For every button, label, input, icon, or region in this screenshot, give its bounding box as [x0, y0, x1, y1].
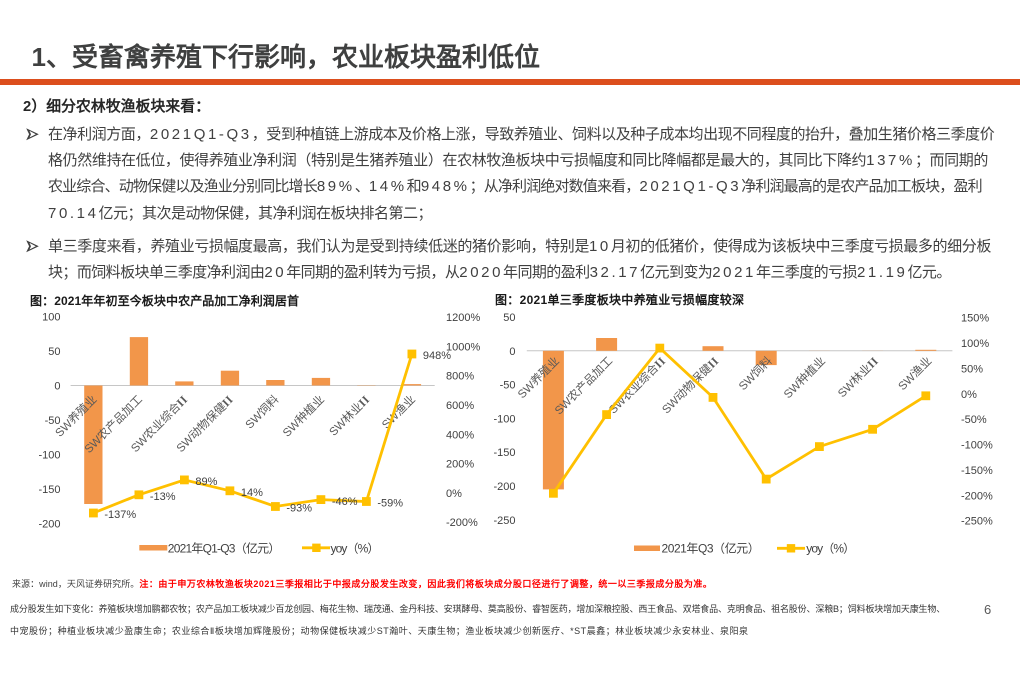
- svg-text:-250%: -250%: [961, 516, 993, 528]
- svg-text:400%: 400%: [446, 429, 474, 441]
- svg-text:50: 50: [48, 346, 60, 358]
- svg-text:-100%: -100%: [961, 440, 993, 452]
- svg-text:600%: 600%: [446, 400, 474, 412]
- svg-text:SW林业II: SW林业II: [835, 354, 881, 400]
- svg-text:89%: 89%: [195, 476, 217, 488]
- svg-text:-13%: -13%: [150, 491, 176, 503]
- svg-text:-200%: -200%: [961, 490, 993, 502]
- svg-text:SW种植业: SW种植业: [280, 392, 327, 439]
- svg-text:0%: 0%: [446, 488, 462, 500]
- svg-text:0: 0: [54, 381, 60, 393]
- svg-text:0: 0: [509, 346, 515, 358]
- svg-text:100: 100: [42, 312, 60, 324]
- svg-text:SW林业II: SW林业II: [326, 392, 372, 438]
- svg-text:150%: 150%: [961, 313, 989, 325]
- svg-text:14%: 14%: [241, 487, 263, 499]
- svg-text:1000%: 1000%: [446, 341, 480, 353]
- svg-text:200%: 200%: [446, 459, 474, 471]
- svg-text:-100: -100: [493, 413, 515, 425]
- svg-text:yoy（%）: yoy（%）: [331, 542, 379, 556]
- svg-text:-59%: -59%: [377, 498, 403, 510]
- svg-text:-100: -100: [38, 450, 60, 462]
- svg-text:SW动物保健II: SW动物保健II: [659, 354, 722, 417]
- svg-text:800%: 800%: [446, 371, 474, 383]
- svg-text:-50: -50: [500, 380, 516, 392]
- svg-text:948%: 948%: [423, 350, 451, 362]
- svg-text:-150: -150: [493, 447, 515, 459]
- svg-text:1200%: 1200%: [446, 312, 480, 324]
- svg-text:2021年Q3（亿元）: 2021年Q3（亿元）: [662, 541, 760, 556]
- svg-text:SW饲料: SW饲料: [242, 392, 282, 432]
- svg-text:-93%: -93%: [286, 503, 312, 515]
- svg-text:SW饲料: SW饲料: [736, 353, 776, 393]
- svg-text:-150%: -150%: [961, 465, 993, 477]
- svg-text:-150: -150: [38, 484, 60, 496]
- svg-text:-137%: -137%: [104, 509, 136, 521]
- svg-text:-46%: -46%: [332, 496, 358, 508]
- svg-text:-200: -200: [38, 519, 60, 531]
- svg-text:-200: -200: [493, 481, 515, 493]
- svg-text:50%: 50%: [961, 363, 983, 375]
- svg-text:50: 50: [503, 312, 515, 324]
- svg-text:2021年Q1-Q3（亿元）: 2021年Q1-Q3（亿元）: [168, 541, 280, 556]
- svg-text:0%: 0%: [961, 389, 977, 401]
- svg-text:100%: 100%: [961, 338, 989, 350]
- svg-text:-250: -250: [493, 515, 515, 527]
- svg-text:SW农业综合II: SW农业综合II: [606, 354, 669, 417]
- svg-text:SW渔业: SW渔业: [896, 354, 935, 393]
- svg-text:yoy（%）: yoy（%）: [806, 542, 854, 556]
- svg-text:-200%: -200%: [446, 517, 478, 529]
- svg-text:-50%: -50%: [961, 414, 987, 426]
- svg-text:-50: -50: [45, 415, 61, 427]
- svg-text:SW种植业: SW种植业: [781, 354, 828, 401]
